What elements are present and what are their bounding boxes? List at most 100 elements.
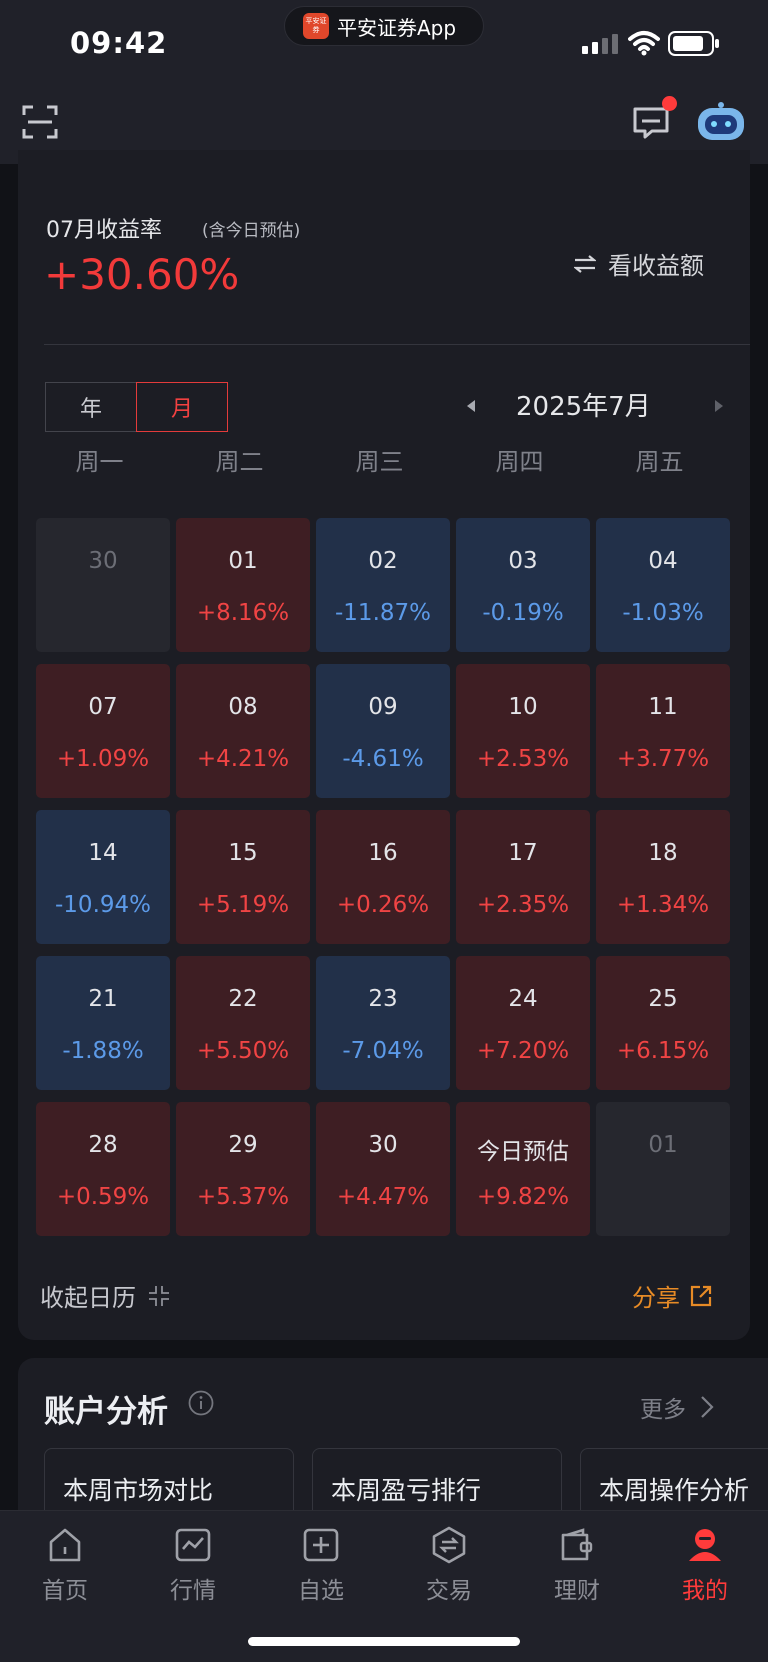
collapse-calendar-label: 收起日历 (40, 1284, 136, 1312)
calendar-day-return: -10.94% (55, 892, 151, 918)
nav-home[interactable]: 首页 (20, 1525, 110, 1605)
month-profit-rate: +30.60% (44, 250, 240, 299)
calendar-day-number: 01 (648, 1132, 678, 1158)
calendar-day-number: 今日预估 (477, 1139, 569, 1165)
calendar-day-number: 07 (88, 694, 118, 720)
calendar-day-number: 02 (368, 548, 398, 574)
nav-label: 理财 (554, 1578, 600, 1604)
calendar-day-number: 22 (228, 986, 258, 1012)
calendar-day-cell[interactable]: 17 +2.35% (456, 810, 590, 944)
profile-icon (689, 1529, 721, 1561)
collapse-calendar-button[interactable]: 收起日历 (40, 1278, 170, 1313)
home-indicator[interactable] (248, 1637, 520, 1646)
notification-dot (662, 96, 677, 111)
tab-weekly-market-compare[interactable]: 本周市场对比 (44, 1448, 294, 1518)
robot-assistant-icon[interactable] (696, 100, 746, 142)
calendar-day-cell[interactable]: 24 +7.20% (456, 956, 590, 1090)
tab-weekly-pnl-rank[interactable]: 本周盈亏排行 (312, 1448, 562, 1518)
calendar-day-number: 03 (508, 548, 538, 574)
calendar-day-cell[interactable]: 29 +5.37% (176, 1102, 310, 1236)
more-button[interactable]: 更多 (640, 1390, 714, 1424)
calendar-day-number: 08 (228, 694, 258, 720)
calendar-day-cell[interactable]: 30 (36, 518, 170, 652)
calendar-day-cell[interactable]: 03 -0.19% (456, 518, 590, 652)
calendar-day-return: -4.61% (342, 746, 424, 772)
calendar-day-cell[interactable]: 22 +5.50% (176, 956, 310, 1090)
month-profit-note: (含今日预估) (202, 221, 301, 241)
calendar-day-cell[interactable]: 30 +4.47% (316, 1102, 450, 1236)
calendar-day-cell[interactable]: 10 +2.53% (456, 664, 590, 798)
app-indicator-pill[interactable]: 平安证券 平安证券App (284, 6, 484, 46)
status-time: 09:42 (70, 26, 168, 60)
calendar-day-cell[interactable]: 今日预估 +9.82% (456, 1102, 590, 1236)
prev-month-icon[interactable] (464, 398, 478, 414)
calendar-day-cell[interactable]: 02 -11.87% (316, 518, 450, 652)
calendar-day-return: +1.09% (56, 746, 150, 772)
nav-profile[interactable]: 我的 (660, 1525, 750, 1605)
toggle-amount-button[interactable]: 看收益额 (574, 246, 704, 281)
app-logo-icon: 平安证券 (303, 13, 329, 39)
analysis-title: 账户分析 (44, 1394, 168, 1430)
info-icon[interactable] (188, 1390, 214, 1416)
calendar-day-cell[interactable]: 08 +4.21% (176, 664, 310, 798)
tab-weekly-operation-analysis[interactable]: 本周操作分析 (580, 1448, 768, 1518)
calendar-day-cell[interactable]: 15 +5.19% (176, 810, 310, 944)
month-profit-title: 07月收益率 (46, 218, 162, 243)
bottom-navigation: 首页 行情 自选 交易 理财 (0, 1510, 768, 1662)
calendar-day-cell[interactable]: 11 +3.77% (596, 664, 730, 798)
calendar-day-cell[interactable]: 25 +6.15% (596, 956, 730, 1090)
weekday-fri: 周五 (635, 448, 684, 476)
calendar-day-cell[interactable]: 21 -1.88% (36, 956, 170, 1090)
calendar-day-return: +2.53% (476, 746, 570, 772)
calendar-day-number: 14 (88, 840, 118, 866)
scan-icon[interactable] (22, 104, 58, 140)
calendar-day-cell[interactable]: 28 +0.59% (36, 1102, 170, 1236)
calendar-day-return: -1.03% (622, 600, 704, 626)
calendar-day-cell[interactable]: 18 +1.34% (596, 810, 730, 944)
nav-trade[interactable]: 交易 (404, 1525, 494, 1605)
current-period: 2025年7月 (516, 392, 651, 422)
calendar-day-return: +0.26% (336, 892, 430, 918)
calendar-day-return: +3.77% (616, 746, 710, 772)
calendar-day-cell[interactable]: 04 -1.03% (596, 518, 730, 652)
nav-watchlist[interactable]: 自选 (276, 1525, 366, 1605)
nav-label: 交易 (426, 1578, 472, 1604)
nav-wealth[interactable]: 理财 (532, 1525, 622, 1605)
calendar-day-number: 30 (88, 548, 118, 574)
nav-label: 我的 (682, 1578, 728, 1604)
message-icon[interactable] (632, 106, 670, 140)
battery-icon (668, 31, 719, 56)
calendar-day-cell[interactable]: 07 +1.09% (36, 664, 170, 798)
share-button[interactable]: 分享 (632, 1278, 712, 1313)
calendar-day-cell[interactable]: 23 -7.04% (316, 956, 450, 1090)
segment-month[interactable]: 月 (136, 382, 228, 432)
calendar-day-number: 01 (228, 548, 258, 574)
calendar-day-cell[interactable]: 01 (596, 1102, 730, 1236)
swap-icon (574, 254, 596, 273)
calendar-day-number: 18 (648, 840, 678, 866)
nav-label: 自选 (298, 1578, 344, 1604)
account-analysis-card: 账户分析 更多 本周市场对比 本周盈亏排行 本周操作分析 (18, 1358, 768, 1518)
weekday-mon: 周一 (75, 448, 124, 476)
calendar-day-number: 17 (508, 840, 538, 866)
home-icon (49, 1528, 81, 1562)
next-month-icon[interactable] (712, 398, 726, 414)
calendar-grid: 30 01 +8.16% 02 -11.87% 03 -0.19% 04 -1.03% 07 +1.… (36, 518, 732, 1236)
calendar-day-cell[interactable]: 16 +0.26% (316, 810, 450, 944)
calendar-day-number: 16 (368, 840, 398, 866)
segment-year[interactable]: 年 (45, 382, 137, 432)
calendar-day-cell[interactable]: 14 -10.94% (36, 810, 170, 944)
calendar-day-number: 15 (228, 840, 258, 866)
weekday-tue: 周二 (215, 448, 264, 476)
calendar-day-number: 10 (508, 694, 538, 720)
calendar-day-return: +5.37% (196, 1184, 290, 1210)
calendar-day-return: +9.82% (476, 1184, 570, 1210)
calendar-day-number: 11 (648, 694, 678, 720)
calendar-day-cell[interactable]: 01 +8.16% (176, 518, 310, 652)
calendar-day-number: 21 (88, 986, 118, 1012)
nav-market[interactable]: 行情 (148, 1525, 238, 1605)
calendar-day-cell[interactable]: 09 -4.61% (316, 664, 450, 798)
calendar-day-return: +2.35% (476, 892, 570, 918)
share-label: 分享 (632, 1284, 680, 1312)
calendar-day-number: 24 (508, 986, 538, 1012)
